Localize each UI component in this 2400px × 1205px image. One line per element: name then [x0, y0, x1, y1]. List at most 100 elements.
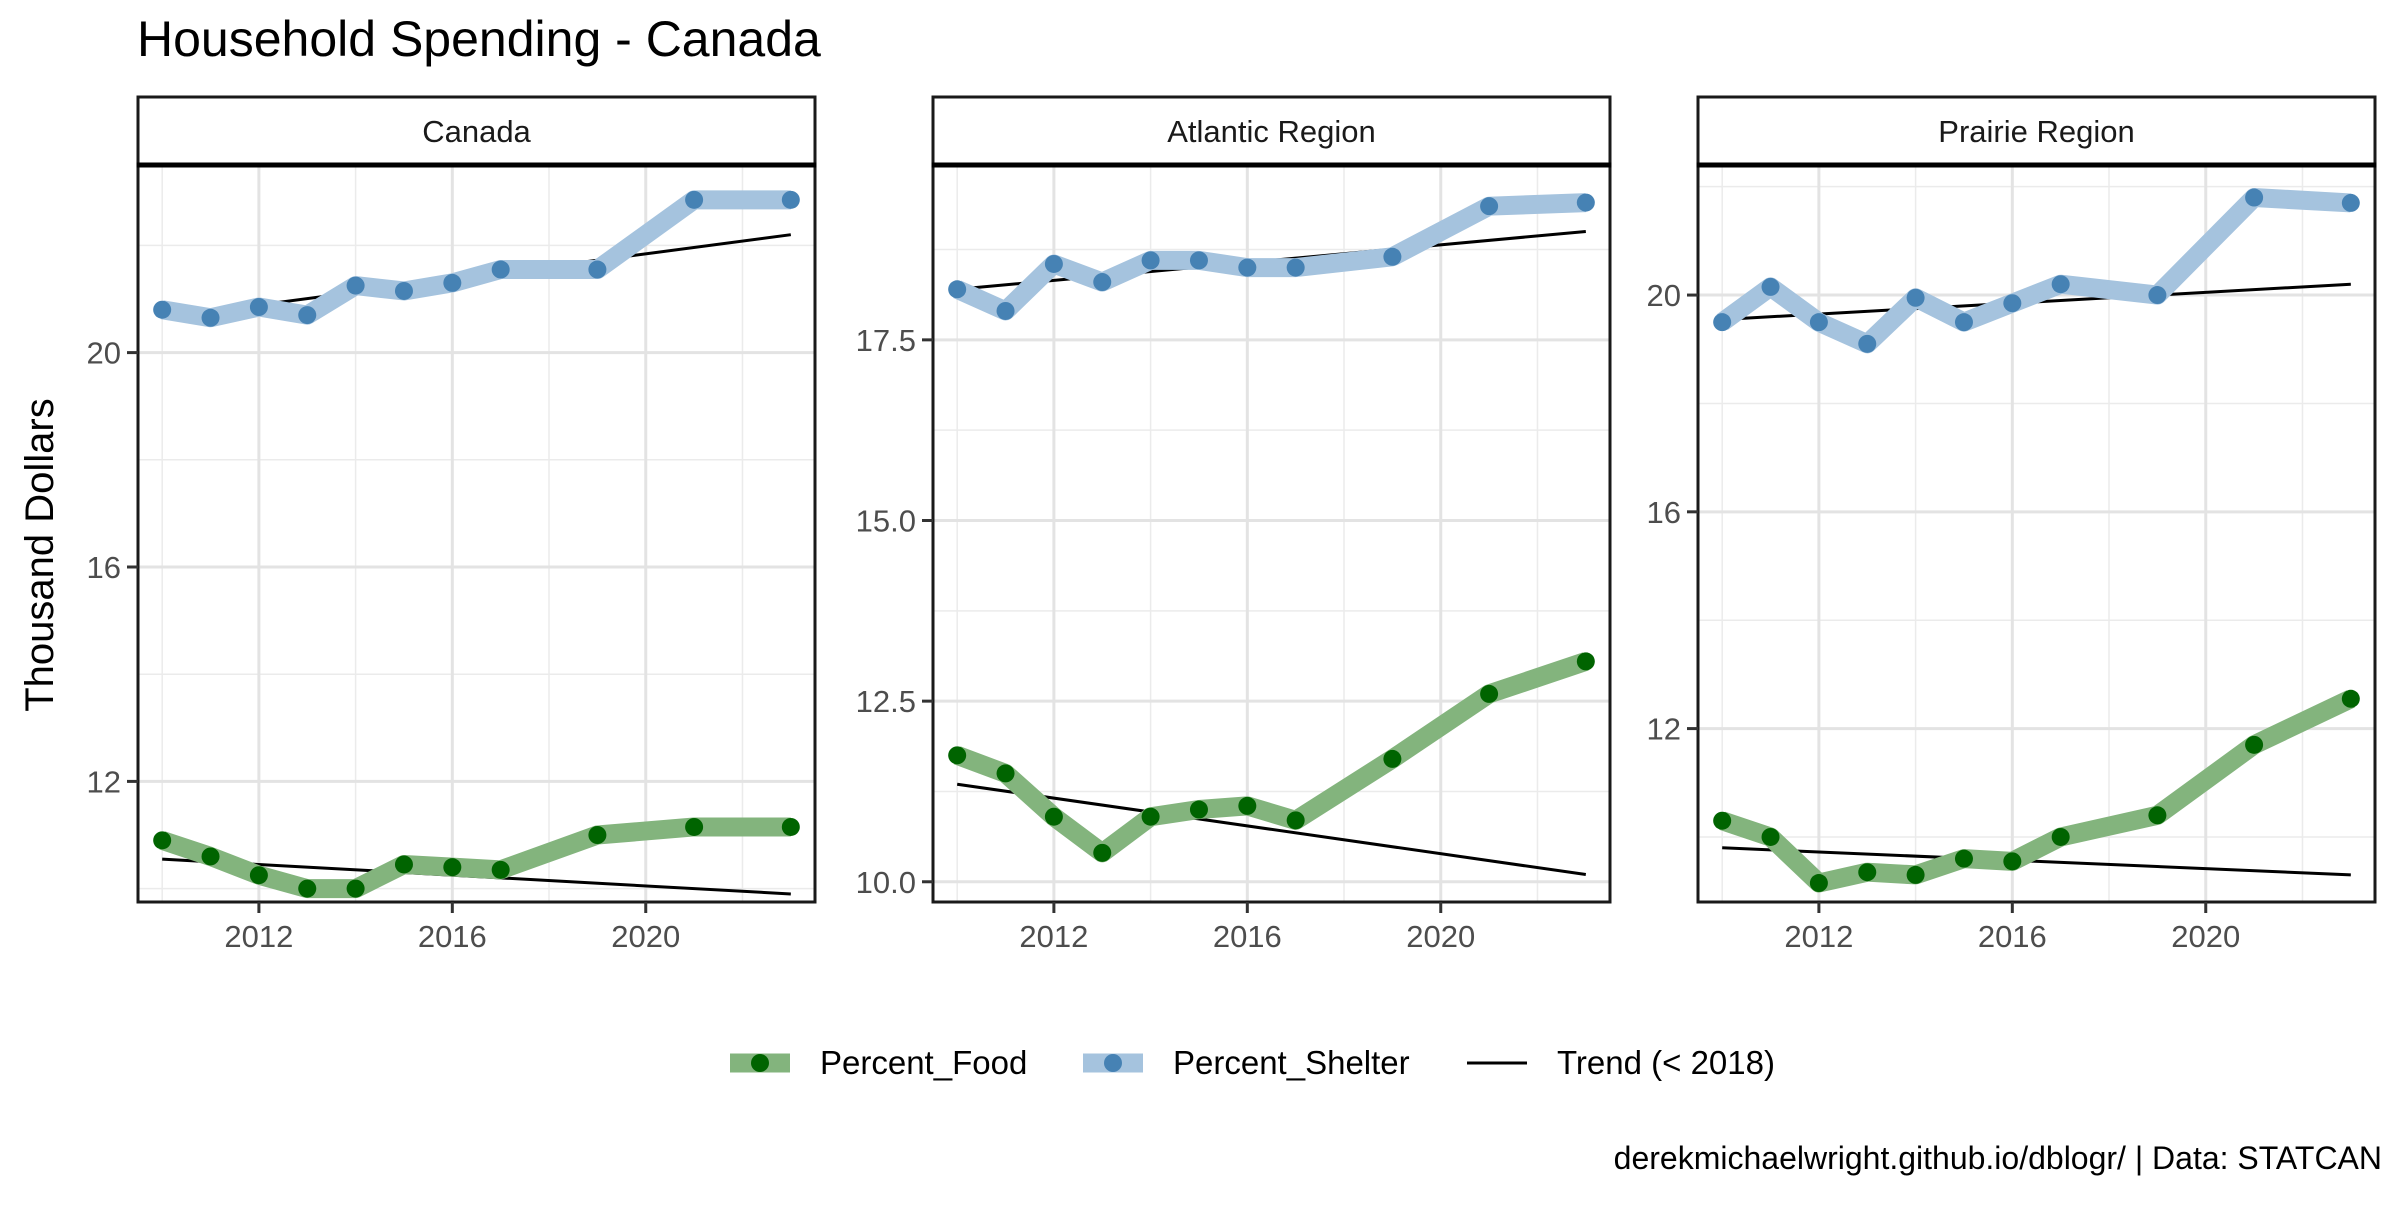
x-tick-label: 2012 [1019, 919, 1088, 954]
data-point-food [1809, 874, 1828, 893]
trend-line-food [1722, 846, 2351, 877]
data-point-food [1383, 749, 1402, 768]
panel-prairie-region: Prairie Region 2012 2016 2020 12 16 20 [1647, 95, 2377, 954]
data-point-shelter [588, 260, 607, 279]
legend-key-point-shelter [1104, 1054, 1122, 1072]
data-point-shelter [1576, 193, 1595, 212]
data-point-food [685, 817, 704, 836]
facet-strip [931, 95, 1612, 167]
data-point-food [1093, 843, 1112, 862]
panel-atlantic-region: Atlantic Region 2012 2016 2020 10.0 12.5 15.0 1… [856, 95, 1612, 954]
data-point-food [2341, 689, 2360, 708]
data-point-shelter [1238, 258, 1257, 277]
data-point-shelter [685, 190, 704, 209]
y-tick-label: 16 [87, 550, 121, 585]
data-point-shelter [2245, 188, 2264, 207]
data-point-food [1189, 800, 1208, 819]
data-point-food [1480, 684, 1499, 703]
data-point-shelter [1480, 197, 1499, 216]
data-point-shelter [1141, 251, 1160, 270]
legend-entry-shelter: Percent_Shelter [1083, 1044, 1410, 1081]
data-point-shelter [1858, 334, 1877, 353]
facet-strip [136, 95, 817, 167]
data-point-food [2245, 735, 2264, 754]
data-point-shelter [2148, 286, 2167, 305]
data-point-food [1286, 811, 1305, 830]
data-point-shelter [443, 273, 462, 292]
panel-border [1696, 163, 2377, 904]
data-point-shelter [249, 298, 268, 317]
y-tick-label: 15.0 [856, 503, 916, 538]
legend-label: Trend (< 2018) [1557, 1044, 1775, 1081]
data-point-shelter [1093, 273, 1112, 292]
x-tick-label: 2016 [1213, 919, 1282, 954]
legend-label: Percent_Shelter [1173, 1044, 1410, 1081]
data-point-food [2003, 852, 2022, 871]
data-point-shelter [2341, 193, 2360, 212]
y-tick-label: 12 [87, 764, 121, 799]
data-point-food [2148, 806, 2167, 825]
data-point-shelter [1383, 247, 1402, 266]
data-point-food [781, 817, 800, 836]
data-point-shelter [491, 260, 510, 279]
data-point-food [249, 866, 268, 885]
panels: Canada 2012 2016 2020 12 16 20 Atlantic Region 2… [87, 95, 2377, 954]
panel-canada: Canada 2012 2016 2020 12 16 20 [87, 95, 817, 954]
y-tick-label: 17.5 [856, 323, 916, 358]
data-point-food [153, 831, 172, 850]
y-tick-label: 10.0 [856, 865, 916, 900]
data-point-shelter [1954, 313, 1973, 332]
data-point-shelter [298, 306, 317, 325]
y-tick-label: 20 [1647, 278, 1681, 313]
data-point-food [588, 826, 607, 844]
data-point-shelter [346, 276, 365, 295]
data-point-food [1141, 807, 1160, 826]
data-point-shelter [781, 190, 800, 209]
y-tick-label: 12 [1647, 712, 1681, 747]
data-point-shelter [2051, 275, 2070, 294]
data-point-food [443, 858, 462, 877]
data-point-food [1044, 807, 1063, 826]
data-point-food [1713, 811, 1732, 830]
chart-title: Household Spending - Canada [137, 11, 821, 67]
data-point-food [1906, 865, 1925, 884]
x-tick-label: 2016 [418, 919, 487, 954]
data-point-shelter [394, 281, 413, 300]
data-point-shelter [153, 300, 172, 319]
data-point-shelter [1906, 288, 1925, 307]
legend-entry-trend: Trend (< 2018) [1467, 1044, 1775, 1081]
legend: Percent_Food Percent_Shelter Trend (< 2018… [730, 1044, 1775, 1081]
legend-label: Percent_Food [820, 1044, 1027, 1081]
data-point-shelter [1809, 313, 1828, 332]
data-point-shelter [996, 301, 1015, 320]
x-tick-label: 2016 [1978, 919, 2047, 954]
data-point-shelter [1713, 313, 1732, 332]
y-axis-label: Thousand Dollars [18, 398, 62, 712]
data-point-food [298, 879, 317, 898]
data-point-shelter [948, 280, 967, 299]
trend-line-food [956, 782, 1587, 877]
y-tick-label: 16 [1647, 495, 1681, 530]
data-point-shelter [1044, 254, 1063, 273]
chart-caption: derekmichaelwright.github.io/dblogr/ | D… [1614, 1140, 2382, 1176]
data-point-food [491, 860, 510, 879]
facet-strip-label: Atlantic Region [1167, 114, 1376, 149]
data-point-food [1858, 863, 1877, 882]
data-point-food [394, 855, 413, 874]
data-point-food [948, 746, 967, 765]
data-point-food [1954, 849, 1973, 868]
facet-strip-label: Canada [422, 114, 531, 149]
y-tick-label: 12.5 [856, 684, 916, 719]
data-point-shelter [1189, 251, 1208, 270]
data-point-food [2051, 827, 2070, 846]
data-point-food [346, 879, 365, 898]
x-tick-label: 2020 [2171, 919, 2240, 954]
x-tick-label: 2012 [1784, 919, 1853, 954]
x-tick-label: 2020 [1406, 919, 1475, 954]
x-tick-label: 2012 [224, 919, 293, 954]
legend-key-point-food [751, 1054, 769, 1072]
data-point-food [996, 764, 1015, 783]
data-point-shelter [1761, 277, 1780, 296]
